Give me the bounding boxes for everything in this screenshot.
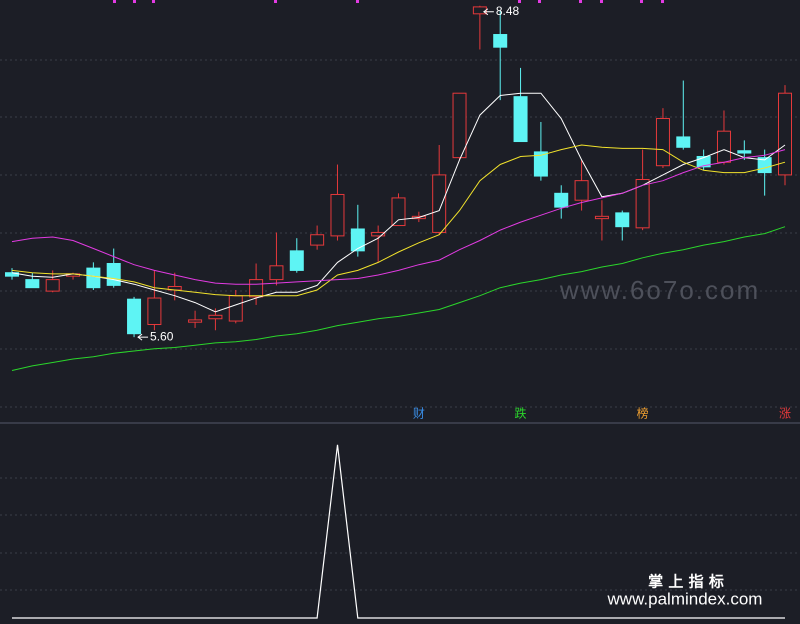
candle-body xyxy=(778,92,792,176)
candle-body xyxy=(86,267,101,289)
dot xyxy=(133,0,136,3)
candle-body xyxy=(635,179,650,229)
moving-average xyxy=(11,149,786,285)
candle-body xyxy=(25,279,40,289)
dot xyxy=(152,0,155,3)
grid xyxy=(0,59,800,591)
candle-body xyxy=(269,265,284,281)
dot xyxy=(640,0,643,3)
candle-body xyxy=(45,279,60,292)
candle-body xyxy=(391,197,406,227)
candle-body xyxy=(188,319,203,323)
candle-body xyxy=(594,215,609,220)
candle-body xyxy=(452,92,467,159)
dot xyxy=(113,0,116,3)
url: www.palmindex.com xyxy=(607,589,763,608)
dot xyxy=(600,0,603,3)
annotation-label: 8.48 xyxy=(496,4,520,18)
candle-body xyxy=(737,150,752,154)
dot xyxy=(356,0,359,3)
candle-body xyxy=(716,130,731,163)
candle-body xyxy=(655,118,670,167)
candle-body xyxy=(696,155,711,168)
candle-body xyxy=(513,96,528,143)
signal-label: 榜 xyxy=(637,406,649,421)
candle-body xyxy=(228,295,243,322)
annotation-arrowhead xyxy=(483,8,489,16)
candle-body xyxy=(208,314,223,320)
moving-average xyxy=(11,226,786,371)
candle-body xyxy=(615,212,630,228)
candle-body xyxy=(330,193,345,237)
annotation-label: 5.60 xyxy=(150,329,174,343)
dot xyxy=(518,0,521,3)
signal-label: 跌 xyxy=(515,406,527,421)
candle-body xyxy=(676,136,691,148)
moving-average xyxy=(11,144,786,297)
dot xyxy=(538,0,541,3)
candle-body xyxy=(147,297,162,325)
indicator-line xyxy=(12,444,785,619)
signal-label: 财 xyxy=(413,407,425,421)
dot xyxy=(661,0,664,3)
candle-body xyxy=(310,234,325,246)
candle-body xyxy=(350,228,365,252)
watermark: www.6o7o.com xyxy=(559,275,760,305)
candle-body xyxy=(493,34,508,48)
moving-average xyxy=(11,92,786,313)
candle-body xyxy=(574,180,589,201)
candle-body xyxy=(289,250,304,271)
candle-body xyxy=(371,231,386,237)
candle-body xyxy=(249,279,264,298)
dot xyxy=(579,0,582,3)
candle-body xyxy=(106,263,121,286)
candle-body xyxy=(533,151,548,177)
candle-body xyxy=(554,192,569,208)
signal-label: 涨 xyxy=(779,406,791,421)
candle-body xyxy=(432,174,447,233)
brand: 掌 上 指 标 xyxy=(648,573,724,591)
dot xyxy=(274,0,277,3)
top-dots xyxy=(113,0,664,3)
annotation-arrowhead xyxy=(137,333,143,341)
candle-body xyxy=(127,298,142,335)
